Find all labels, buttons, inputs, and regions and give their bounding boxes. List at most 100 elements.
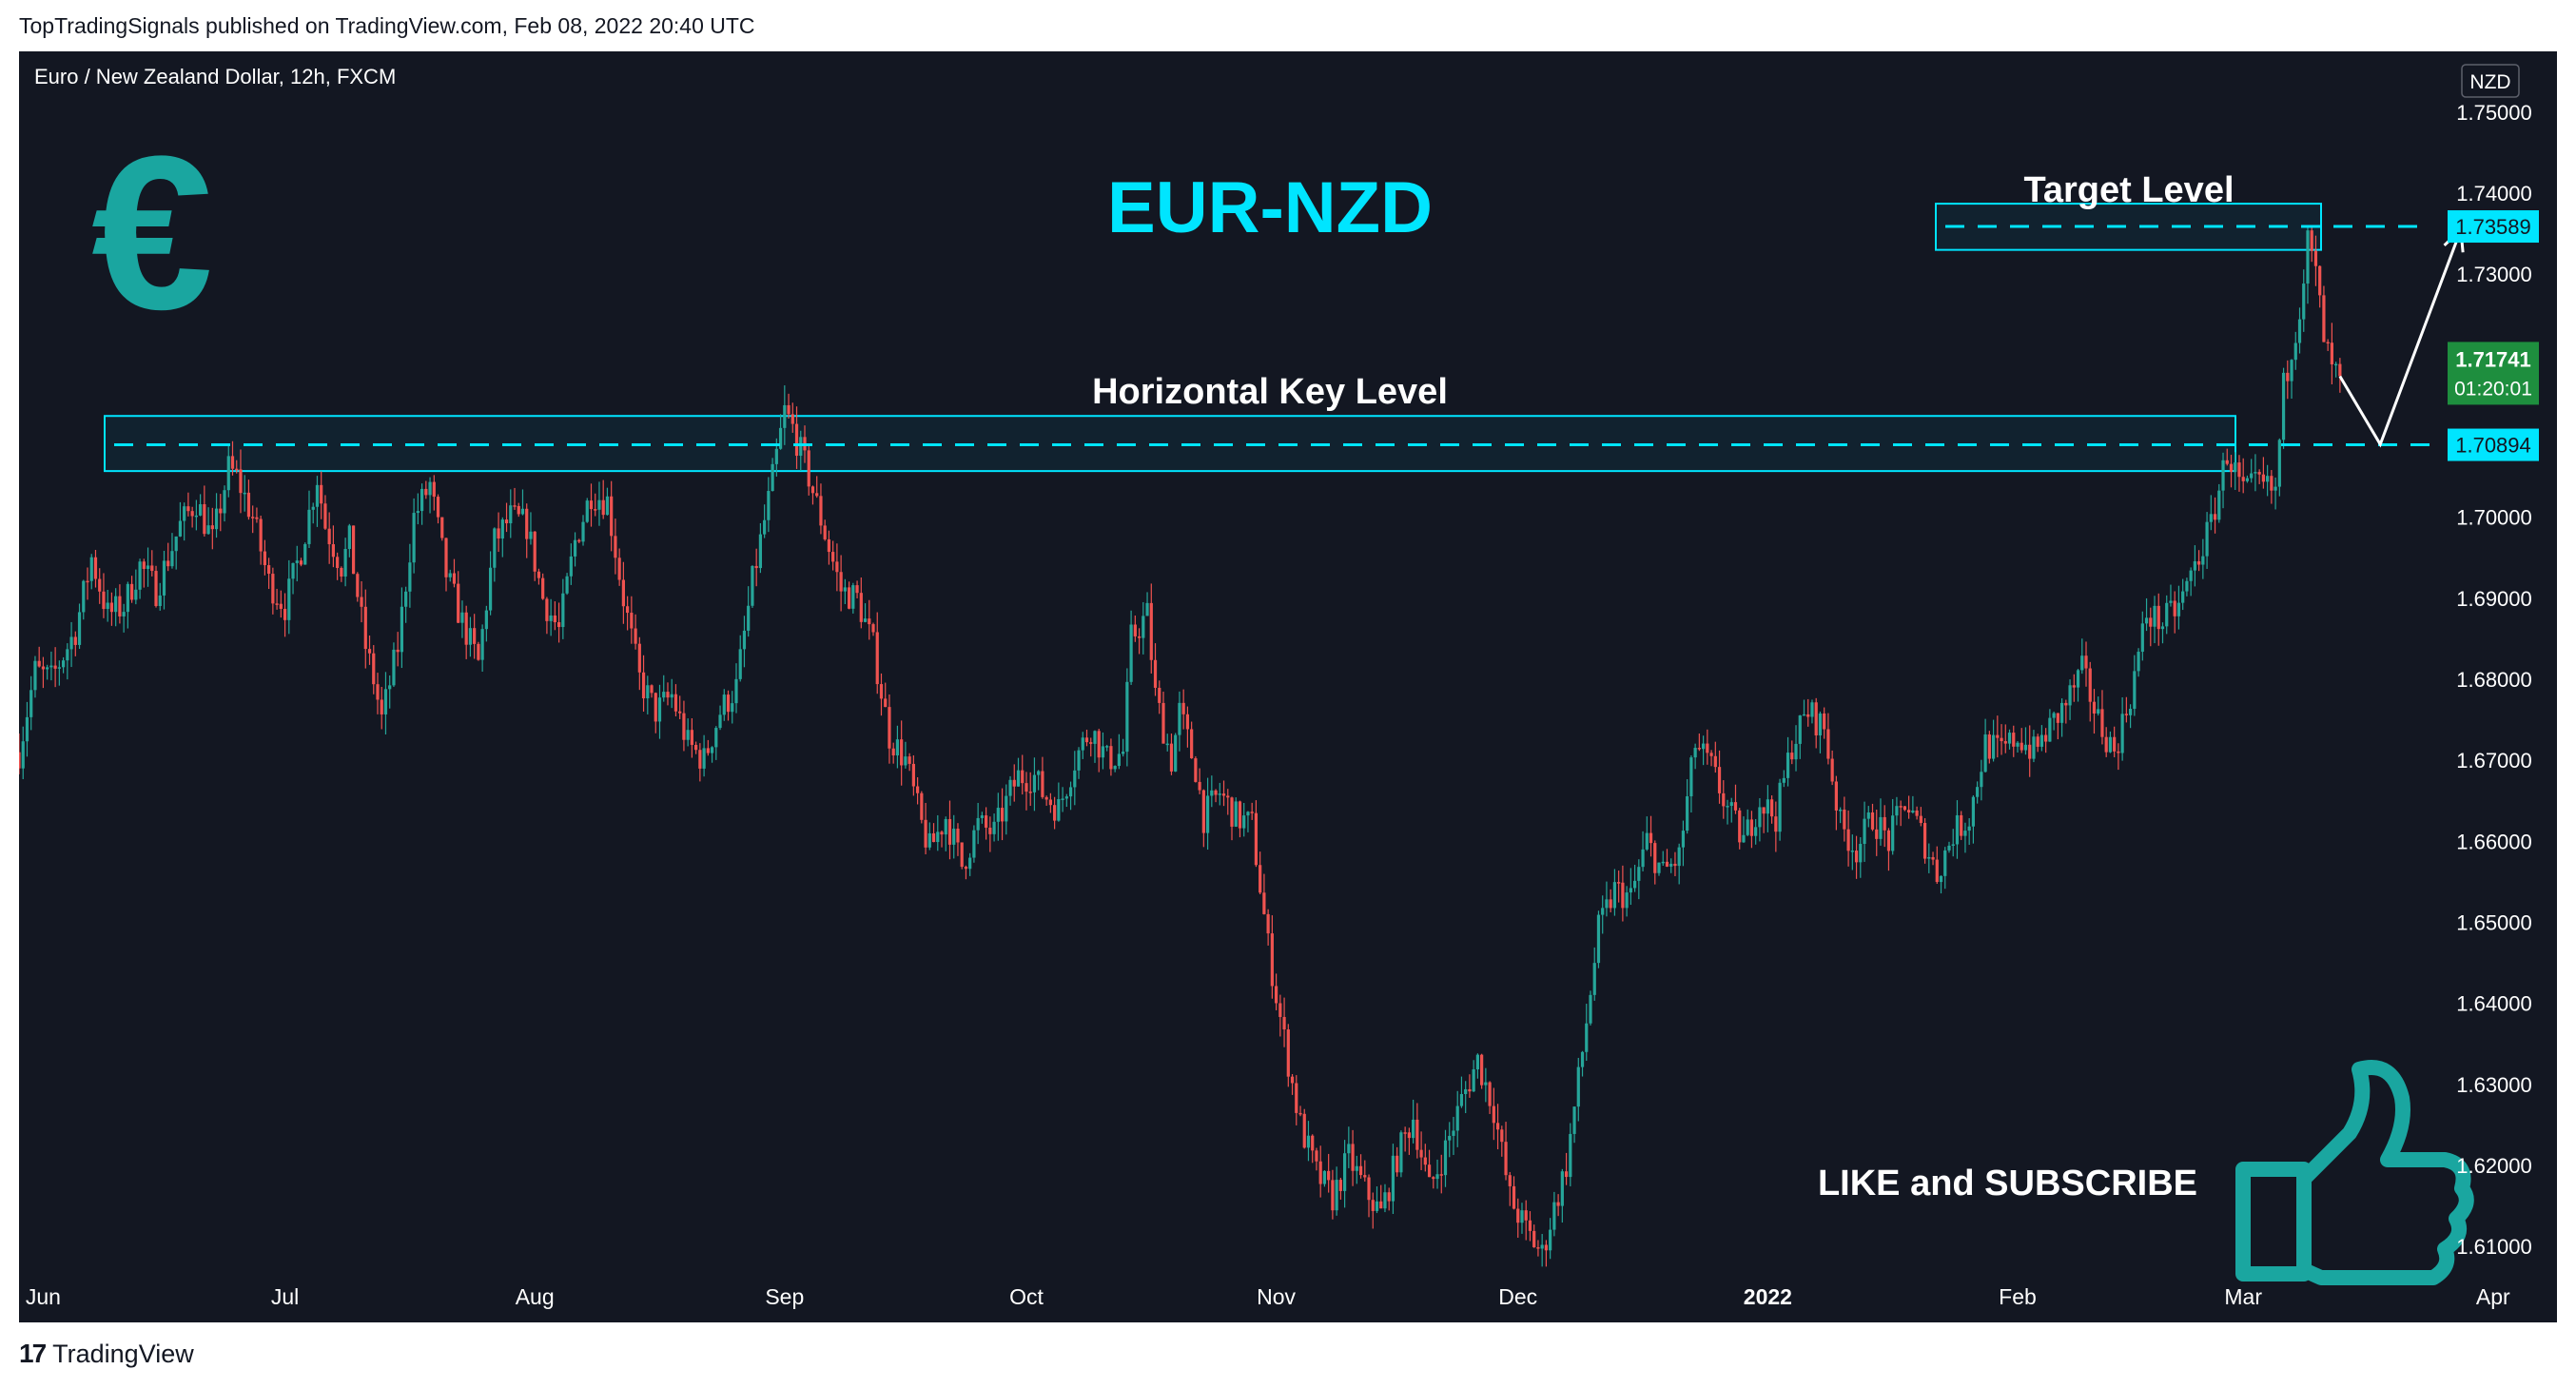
candle-body <box>641 672 646 698</box>
candle <box>500 517 504 558</box>
candle <box>1198 768 1201 794</box>
candle <box>657 684 662 739</box>
candle <box>1830 750 1834 786</box>
y-tick-label: 1.66000 <box>2456 830 2532 853</box>
candle-body <box>1564 1171 1569 1178</box>
x-tick-label: Aug <box>516 1284 555 1309</box>
candle-body <box>556 622 561 628</box>
candle-body <box>1569 1133 1572 1178</box>
candle-body <box>884 698 888 708</box>
candle-body <box>835 561 839 573</box>
candle-body <box>790 414 794 424</box>
candle-body <box>1922 823 1927 859</box>
candle <box>1528 1211 1532 1242</box>
candle <box>1158 680 1161 714</box>
candle <box>875 612 879 694</box>
candle <box>162 550 166 610</box>
candle <box>698 743 702 782</box>
candle <box>1826 713 1830 765</box>
candle <box>210 507 214 550</box>
candle-body <box>731 703 734 713</box>
currency-badge: NZD <box>2469 71 2510 93</box>
candle <box>1387 1187 1391 1211</box>
candle <box>1084 729 1089 747</box>
candle-body <box>851 585 855 609</box>
candle <box>206 507 210 535</box>
y-tick-label: 1.74000 <box>2456 182 2532 205</box>
candle-body <box>1387 1192 1391 1202</box>
candle-body <box>1645 832 1649 850</box>
candle <box>819 483 823 535</box>
candle <box>936 814 940 851</box>
candle-body <box>1572 1106 1576 1134</box>
candle-body <box>907 756 911 764</box>
candle-body <box>1693 748 1697 758</box>
chart-area[interactable]: Euro / New Zealand Dollar, 12h, FXCM EUR… <box>19 51 2557 1322</box>
candle <box>678 695 682 719</box>
candle <box>1870 803 1875 831</box>
candle <box>2059 698 2064 737</box>
candle <box>2306 226 2310 304</box>
candle <box>432 475 436 511</box>
candle <box>827 530 831 565</box>
symbol-line[interactable]: Euro / New Zealand Dollar, 12h, FXCM <box>34 65 396 88</box>
candle <box>98 568 102 604</box>
candle-body <box>2270 476 2274 491</box>
candle-body <box>1677 847 1681 867</box>
tradingview-logo[interactable]: 17 TradingView <box>19 1339 194 1369</box>
candle <box>299 558 303 567</box>
candle <box>2124 696 2128 723</box>
candle <box>1423 1144 1427 1172</box>
candle <box>275 588 279 610</box>
time-axis[interactable]: Jun Jul Aug Sep Oct Nov Dec 2022 Feb Mar Apr <box>26 1284 2510 1309</box>
candle <box>1475 1053 1479 1079</box>
candle <box>2297 307 2302 354</box>
candle <box>2318 265 2322 308</box>
candle <box>440 517 444 541</box>
candle-body <box>1742 834 1746 843</box>
candle-body <box>900 739 904 766</box>
candle-body <box>1625 892 1629 909</box>
candle-body <box>706 748 710 753</box>
candle <box>1540 1234 1544 1267</box>
candle <box>1250 802 1254 820</box>
candle <box>1883 805 1886 848</box>
candle-body <box>383 689 388 714</box>
candle-body <box>2338 363 2342 377</box>
candle <box>1673 851 1677 876</box>
candle <box>1886 828 1891 871</box>
key-level-price-badge: 1.70894 <box>2455 434 2531 458</box>
candle <box>1495 1104 1500 1150</box>
candle <box>1806 698 1810 727</box>
chart-svg[interactable]: Euro / New Zealand Dollar, 12h, FXCM EUR… <box>19 51 2557 1322</box>
candle <box>2221 452 2225 509</box>
candle-body <box>1774 816 1778 832</box>
candle <box>787 393 790 420</box>
candle-body <box>19 752 21 769</box>
last-price-badge-box <box>2448 342 2539 405</box>
candle-body <box>545 598 549 621</box>
candle-body <box>839 572 843 592</box>
candle-body <box>2160 626 2165 630</box>
candle-body <box>243 492 246 495</box>
candle-body <box>2241 477 2245 481</box>
candle <box>1943 847 1947 890</box>
candle <box>2000 724 2003 755</box>
candle-body <box>484 610 488 630</box>
candle-body <box>183 506 186 521</box>
candle-body <box>388 685 392 690</box>
candle-body <box>404 591 408 607</box>
candle-body <box>1432 1177 1435 1180</box>
candle <box>754 548 758 587</box>
candle <box>1274 973 1278 1010</box>
candle-body <box>1315 1150 1318 1162</box>
candle-body <box>1899 806 1903 808</box>
candle <box>1778 778 1782 841</box>
candle-body <box>25 716 29 742</box>
candle-body <box>1012 779 1016 787</box>
candle-body <box>2290 360 2293 381</box>
candle-body <box>1194 758 1198 782</box>
candle <box>380 686 383 730</box>
candle <box>1689 754 1693 813</box>
candle-body <box>109 602 114 613</box>
